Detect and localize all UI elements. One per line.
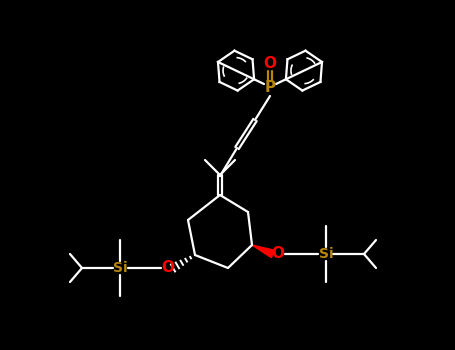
Text: O: O [272, 246, 284, 261]
Polygon shape [252, 245, 274, 258]
Text: O: O [263, 56, 277, 70]
Text: O: O [162, 260, 175, 275]
Text: Si: Si [318, 247, 334, 261]
Text: Si: Si [113, 261, 127, 275]
Text: P: P [264, 80, 276, 96]
